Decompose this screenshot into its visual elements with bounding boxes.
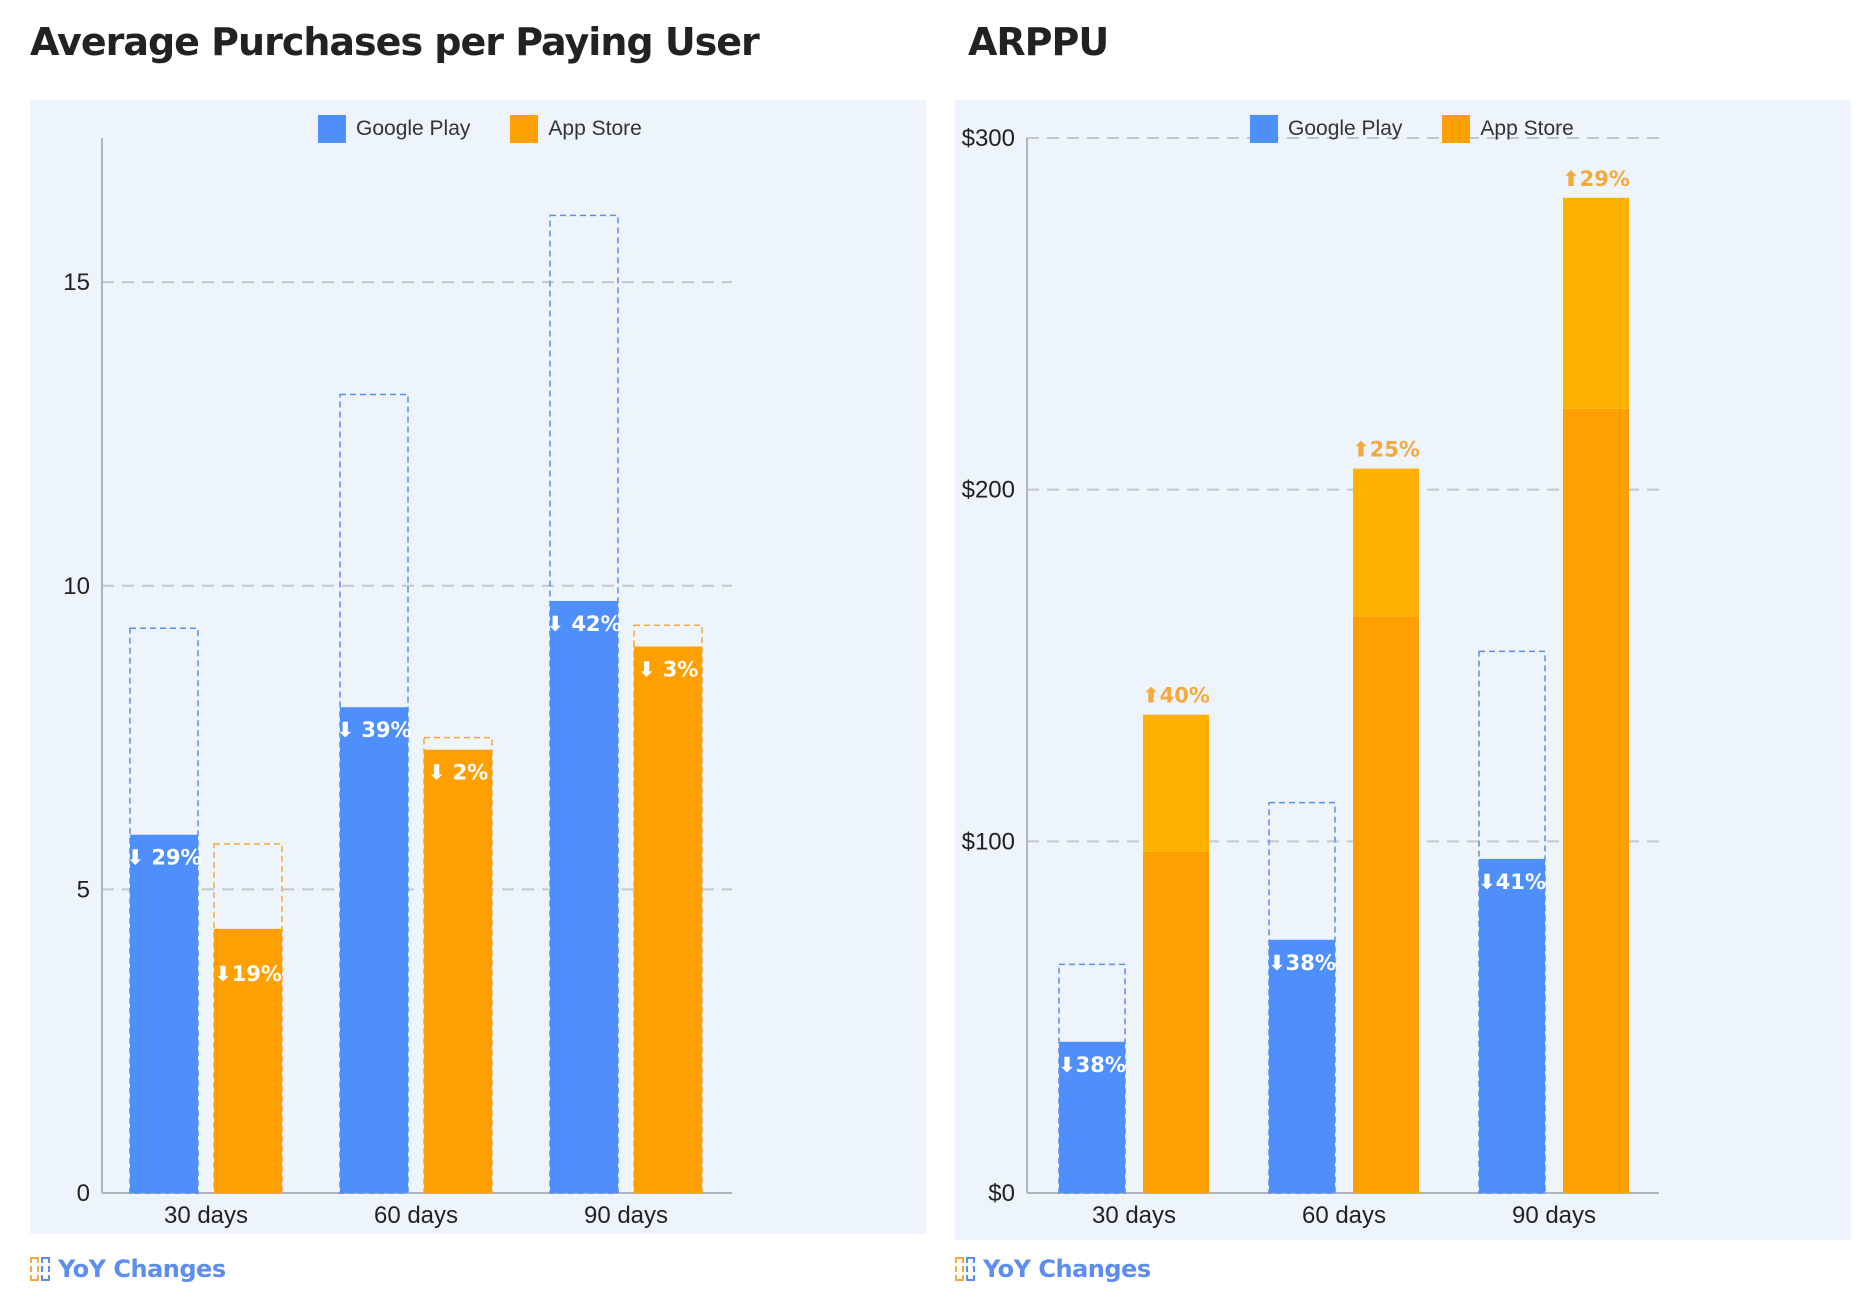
- legend-item-google-play[interactable]: Google Play: [1250, 115, 1402, 143]
- legend-label-app-store: App Store: [548, 117, 642, 140]
- google-play-bar: [340, 707, 408, 1193]
- x-tick-label: 60 days: [374, 1202, 458, 1229]
- app-store-bar: [424, 749, 492, 1193]
- purchases-legend: Google Play App Store: [318, 115, 642, 143]
- google-play-bar: [1479, 858, 1545, 1193]
- app-store-change-label: ⬇ 3%: [638, 658, 699, 682]
- yoy-changes-label: YoY Changes: [983, 1255, 1151, 1283]
- x-tick-label: 60 days: [1302, 1202, 1386, 1229]
- legend-label-google-play: Google Play: [1288, 117, 1403, 140]
- arppu-yoy-legend: YoY Changes: [955, 1255, 1151, 1283]
- google-play-change-label: ⬇ 29%: [126, 846, 201, 870]
- y-tick-label: 0: [77, 1180, 90, 1207]
- dashed-bar-icon: [30, 1257, 50, 1281]
- app-store-swatch: [1442, 115, 1471, 143]
- app-store-bar: [214, 928, 282, 1193]
- google-play-change-label: ⬇ 42%: [546, 612, 621, 636]
- app-store-bar: [634, 646, 702, 1193]
- google-play-swatch: [1250, 115, 1278, 143]
- arppu-chart-area: $0 $100 $200 $300 30 days ⬇38% ⬆40% 60 days ⬇38%…: [955, 100, 1851, 1240]
- legend-item-google-play[interactable]: Google Play: [318, 115, 470, 143]
- y-tick-label: $0: [988, 1180, 1015, 1207]
- purchases-chart-area: 0 5 10 15 30 days ⬇ 29% ⬇19% 60 days ⬇ 39% ⬇ 2% 90…: [30, 100, 926, 1234]
- dashed-bar-icon: [955, 1257, 975, 1281]
- google-play-bar: [1059, 1041, 1125, 1193]
- app-store-change-label: ⬇19%: [214, 962, 282, 986]
- legend-item-app-store[interactable]: App Store: [510, 115, 642, 143]
- google-play-bar: [550, 600, 618, 1193]
- y-tick-label: $200: [962, 477, 1015, 504]
- app-store-swatch: [510, 115, 539, 143]
- google-play-change-label: ⬇38%: [1058, 1053, 1126, 1077]
- google-play-bar: [130, 834, 198, 1193]
- app-store-change-label: ⬆29%: [1562, 167, 1630, 191]
- legend-item-app-store[interactable]: App Store: [1442, 115, 1574, 143]
- arppu-chart: $0 $100 $200 $300 30 days ⬇38% ⬆40% 60 days ⬇38%…: [962, 125, 1659, 1229]
- x-tick-label: 90 days: [584, 1202, 668, 1229]
- app-store-bar: [1353, 616, 1419, 1193]
- legend-label-google-play: Google Play: [356, 117, 471, 140]
- app-store-bar: [1563, 408, 1629, 1193]
- yoy-changes-label: YoY Changes: [58, 1255, 226, 1283]
- google-play-change-label: ⬇41%: [1478, 870, 1546, 894]
- x-tick-label: 90 days: [1512, 1202, 1596, 1229]
- app-store-change-label: ⬇ 2%: [428, 761, 489, 785]
- y-tick-label: $300: [962, 125, 1015, 152]
- arppu-chart-title: ARPPU: [968, 20, 1109, 64]
- legend-label-app-store: App Store: [1480, 117, 1574, 140]
- app-store-growth-segment: [1143, 714, 1209, 852]
- x-tick-label: 30 days: [1092, 1202, 1176, 1229]
- y-tick-label: 5: [77, 876, 90, 903]
- purchases-yoy-legend: YoY Changes: [30, 1255, 226, 1283]
- purchases-chart-title: Average Purchases per Paying User: [30, 20, 760, 64]
- app-store-change-label: ⬆40%: [1142, 684, 1210, 708]
- app-store-growth-segment: [1353, 468, 1419, 617]
- arppu-legend: Google Play App Store: [1250, 115, 1574, 143]
- google-play-change-label: ⬇38%: [1268, 951, 1336, 975]
- y-tick-label: $100: [962, 828, 1015, 855]
- google-play-change-label: ⬇ 39%: [336, 718, 411, 742]
- y-tick-label: 15: [63, 269, 90, 296]
- google-play-swatch: [318, 115, 346, 143]
- purchases-chart: 0 5 10 15 30 days ⬇ 29% ⬇19% 60 days ⬇ 39% ⬇ 2% 90…: [63, 138, 732, 1229]
- y-tick-label: 10: [63, 573, 90, 600]
- x-tick-label: 30 days: [164, 1202, 248, 1229]
- google-play-bar: [1269, 939, 1335, 1193]
- app-store-bar: [1143, 851, 1209, 1193]
- app-store-change-label: ⬆25%: [1352, 438, 1420, 462]
- app-store-growth-segment: [1563, 197, 1629, 409]
